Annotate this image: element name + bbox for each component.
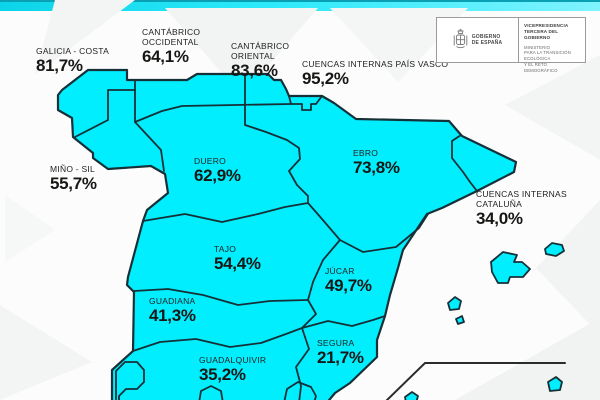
basin-value: 55,7% [50,174,97,194]
region-pais-vasco [288,95,323,111]
basin-value: 35,2% [199,365,246,385]
basin-border-lines [74,73,478,400]
basin-label-cantabrico-oriental: CANTÁBRICO ORIENTAL 83,6% [231,41,289,81]
basin-label-guadalquivir: GUADALQUIVIR 35,2% [199,355,266,385]
border-jucar-guadiana [301,299,317,329]
border-huelva-basin [115,361,145,400]
basin-name: SEGURA [317,338,355,348]
island-canaria-2 [404,391,419,400]
basin-value: 83,6% [231,61,278,81]
top-accent-bar [0,0,600,11]
basin-value: 73,8% [353,158,400,178]
basin-label-galicia-costa: GALICIA - COSTA 81,7% [36,46,109,76]
border-tajo-jucar [307,239,341,301]
basin-label-jucar: JÚCAR 49,7% [325,266,372,296]
border-guadalquivir-segura [295,327,310,400]
basin-value: 81,7% [36,56,83,76]
coat-of-arms-icon [453,29,467,49]
basin-value: 64,1% [142,47,189,67]
border-mediterranea-basin [283,381,317,400]
basin-name: GALICIA - COSTA [36,46,110,56]
border-duero-ebro [244,105,309,204]
basin-name: CANTÁBRICO ORIENTAL [231,41,290,62]
border-cantabrico-south [134,103,292,123]
basin-label-cataluna: CUENCAS INTERNAS CATALUÑA 34,0% [476,189,567,229]
government-logo: GOBIERNO DE ESPAÑA VICEPRESIDENCIA TERCE… [436,17,586,73]
island-menorca [544,242,565,257]
island-mallorca [490,251,531,284]
ministry-name: MINISTERIO PARA LA TRANSICIÓN ECOLÓGICA … [524,44,571,73]
border-tajo-guadiana [133,288,309,306]
logo-right-cell: VICEPRESIDENCIA TERCERA DEL GOBIERNO MIN… [519,18,585,73]
border-duero-tajo [142,202,309,223]
basin-name: CANTÁBRICO OCCIDENTAL [142,27,201,48]
basin-value: 62,9% [194,166,241,186]
vicepresidency-line: VICEPRESIDENCIA [524,23,569,28]
border-ebro-jucar [307,202,429,253]
basin-label-segura: SEGURA 21,7% [317,338,364,368]
basin-name: TAJO [214,244,237,254]
basin-name: CUENCAS INTERNAS CATALUÑA [476,189,567,210]
basin-value: 41,3% [149,306,196,326]
basin-name: JÚCAR [325,266,355,276]
basin-name: GUADIANA [149,296,196,306]
basin-label-duero: DUERO 62,9% [194,156,241,186]
border-cataluna-inner [451,134,478,192]
border-mino-sil-east [134,89,165,172]
island-formentera [455,315,465,325]
basin-value: 54,4% [214,254,261,274]
basin-name: EBRO [353,148,379,158]
border-guadalete-basin [198,385,224,400]
basin-label-guadiana: GUADIANA 41,3% [149,296,196,326]
basin-value: 34,0% [476,209,523,229]
basin-label-ebro: EBRO 73,8% [353,148,400,178]
border-galicia-inner [74,79,136,138]
islands [404,242,565,400]
basin-name: CUENCAS INTERNAS PAÍS VASCO [302,59,449,69]
basin-value: 95,2% [302,69,349,89]
basin-label-mino-sil: MIÑO - SIL 55,7% [50,164,97,194]
logo-left-cell: GOBIERNO DE ESPAÑA [437,18,519,62]
agency-name: GOBIERNO DE ESPAÑA [471,33,503,47]
border-guadiana-guadalquivir [132,327,303,352]
island-ibiza [447,296,462,311]
basin-name: DUERO [194,156,226,166]
basin-name: GUADALQUIVIR [199,355,267,365]
border-jucar-segura [301,315,386,329]
basin-name: MIÑO - SIL [50,164,96,174]
basin-value: 49,7% [325,276,372,296]
canary-inset-line [385,362,566,400]
island-canaria-1 [547,376,563,392]
basin-value: 21,7% [317,348,364,368]
basin-label-tajo: TAJO 54,4% [214,244,261,274]
basin-label-pais-vasco: CUENCAS INTERNAS PAÍS VASCO 95,2% [302,59,448,89]
spain-peninsula [56,68,518,400]
basin-label-cantabrico-occidental: CANTÁBRICO OCCIDENTAL 64,1% [142,27,200,67]
